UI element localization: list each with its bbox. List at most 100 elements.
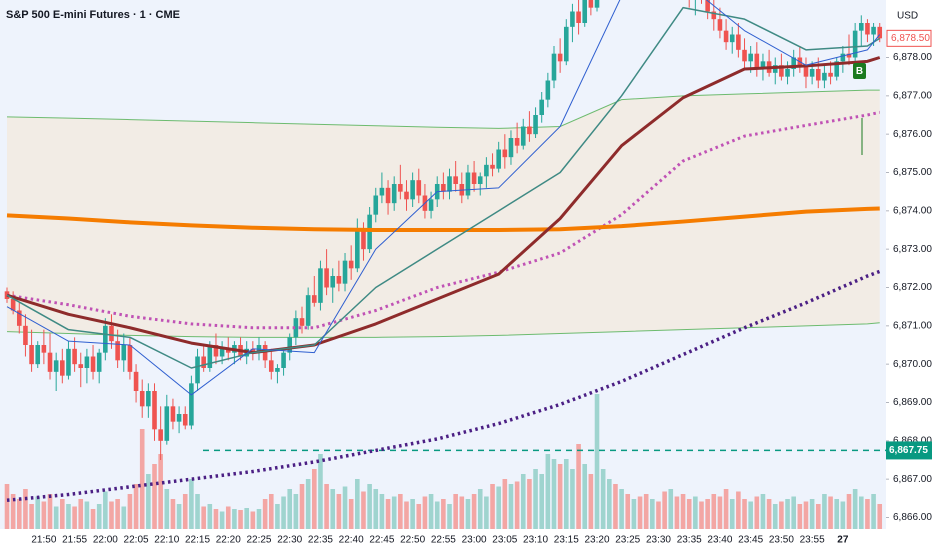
volume-bar [631,499,637,529]
volume-bar [225,506,231,529]
candle-body [404,191,409,200]
volume-bar [244,508,249,529]
y-tick-label: 6,866.00 [893,512,932,523]
volume-bar [865,499,870,529]
volume-bar [404,501,409,529]
volume-bar [619,489,624,529]
x-tick-label: 22:50 [400,535,425,546]
candle-body [453,176,458,184]
y-tick-label: 6,869.00 [893,397,932,408]
x-tick-label: 23:35 [677,535,702,546]
volume-bar [385,499,391,529]
volume-bar [256,509,262,529]
price-axis [886,0,932,550]
candle-body [201,356,206,368]
volume-bar [791,496,796,529]
candle-body [877,26,883,39]
candle-body [398,184,403,192]
time-axis [0,529,886,550]
x-tick-label: 21:50 [31,535,56,546]
candle-body [330,276,336,288]
volume-bar [650,499,655,529]
volume-bar [508,484,514,529]
candle-body [717,19,723,31]
volume-bar [441,499,446,529]
signal-marker-label: B [856,66,863,77]
x-tick-label: 23:45 [738,535,763,546]
volume-bar [361,491,366,529]
volume-bar [373,489,379,529]
indicator-line [6,110,881,330]
volume-bar [582,464,588,529]
x-tick-label: 22:30 [277,535,302,546]
volume-bar [72,506,77,529]
volume-bar [668,489,674,529]
candle-body [250,348,256,353]
volume-bar [477,489,483,529]
candle-body [90,356,96,372]
candle-body [139,391,145,407]
volume-bar [232,509,237,529]
volume-bar [398,494,403,529]
candle-body [828,72,833,77]
volume-bar [502,479,508,529]
y-tick-label: 6,871.00 [893,320,932,331]
volume-bar [90,509,96,529]
candle-body [754,53,760,69]
volume-bar [846,494,852,529]
candle-body [490,164,495,169]
volume-bar [754,496,760,529]
candle-body [508,138,514,158]
x-tick-label: 22:00 [93,535,118,546]
candle-body [189,383,194,426]
volume-bar [281,496,286,529]
candle-body [47,352,53,372]
volume-bar [4,484,10,529]
volume-bar [551,459,557,529]
volume-bar [238,510,243,529]
indicator-line [6,6,881,369]
volume-bar [35,496,41,529]
volume-bar [219,511,225,529]
volume-bar [47,494,53,529]
candle-body [545,80,551,100]
y-tick-label: 6,876.00 [893,129,932,140]
x-tick-label: 22:40 [339,535,364,546]
volume-bar [607,479,612,529]
candle-body [127,345,133,372]
candle-body [72,348,77,365]
volume-bar [434,501,440,529]
candle-body [281,352,286,368]
candle-body [865,23,870,35]
volume-bar [293,494,299,529]
volume-bar [809,499,815,529]
candle-body [121,345,127,361]
candle-body [785,69,790,77]
last-price-box [886,29,932,47]
volume-bar [262,499,268,529]
x-tick-label: 23:00 [462,535,487,546]
volume-bar [742,499,747,529]
volume-bar [557,464,563,529]
candle-body [822,72,827,81]
x-tick-label: 22:25 [246,535,271,546]
volume-bar [852,489,858,529]
volume-bar [613,484,618,529]
volume-bar [533,469,538,529]
volume-bar [674,496,680,529]
candle-body [570,11,575,27]
x-tick-label: 22:45 [369,535,394,546]
y-tick-label: 6,872.00 [893,282,932,293]
candle-body [809,69,815,77]
volume-bar [416,504,422,529]
volume-bar [600,469,606,529]
volume-bar [41,501,47,529]
candle-body [594,0,600,8]
volume-bar [760,494,766,529]
volume-bar [840,501,846,529]
volume-bar [133,484,139,529]
x-tick-label: 23:05 [492,535,517,546]
x-tick-label: 22:35 [308,535,333,546]
volume-bar [514,481,520,529]
candle-body [324,268,329,288]
